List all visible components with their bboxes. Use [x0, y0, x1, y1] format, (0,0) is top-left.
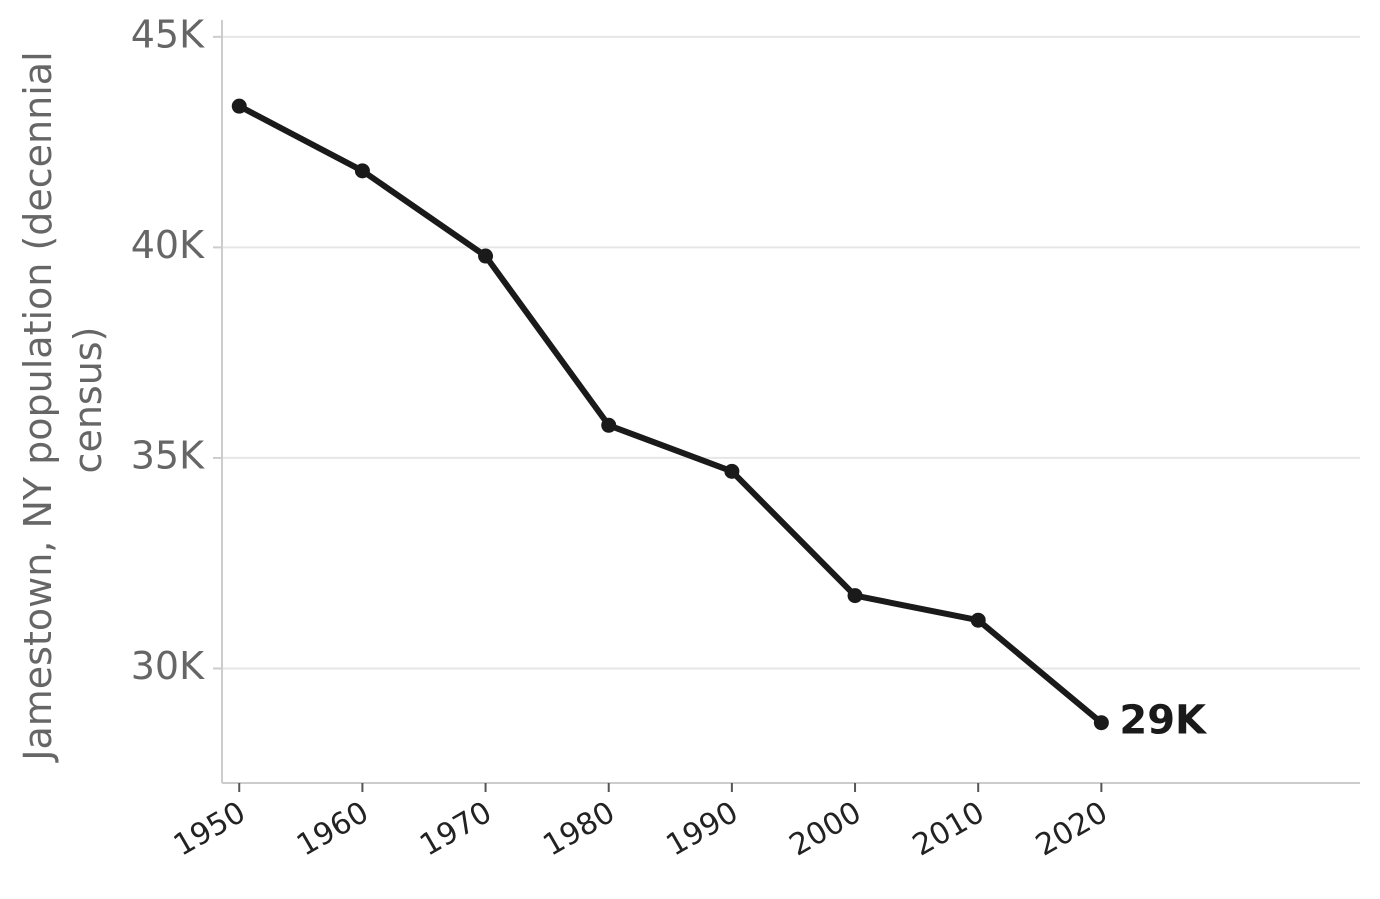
- x-tick-label: 1980: [537, 795, 621, 863]
- x-tick-label: 1960: [291, 795, 375, 863]
- y-tick-label: 35K: [131, 433, 205, 477]
- point: [231, 98, 247, 114]
- y-axis-label: Jamestown, NY population (decennial cens…: [16, 39, 110, 762]
- y-tick-label: 45K: [131, 12, 205, 56]
- y-tick-label: 30K: [131, 644, 205, 688]
- point: [354, 163, 370, 179]
- x-tick-label: 1950: [168, 795, 252, 863]
- y-axis-label-line: census): [66, 327, 110, 474]
- point: [1093, 715, 1109, 731]
- y-tick-label: 40K: [131, 223, 205, 267]
- x-tick-label: 2020: [1030, 795, 1114, 863]
- point: [970, 612, 986, 628]
- x-tick-label: 1990: [661, 795, 745, 863]
- x-tick-label: 2010: [907, 795, 991, 863]
- y-axis-label-line: Jamestown, NY population (decennial: [16, 51, 60, 762]
- line: [237, 103, 1104, 726]
- value-label: 29K: [1119, 698, 1208, 744]
- x-tick-label: 1970: [414, 795, 498, 863]
- x-tick-label: 2000: [784, 795, 868, 863]
- point: [724, 463, 740, 479]
- point: [478, 248, 494, 264]
- point: [847, 588, 863, 604]
- point: [601, 417, 617, 433]
